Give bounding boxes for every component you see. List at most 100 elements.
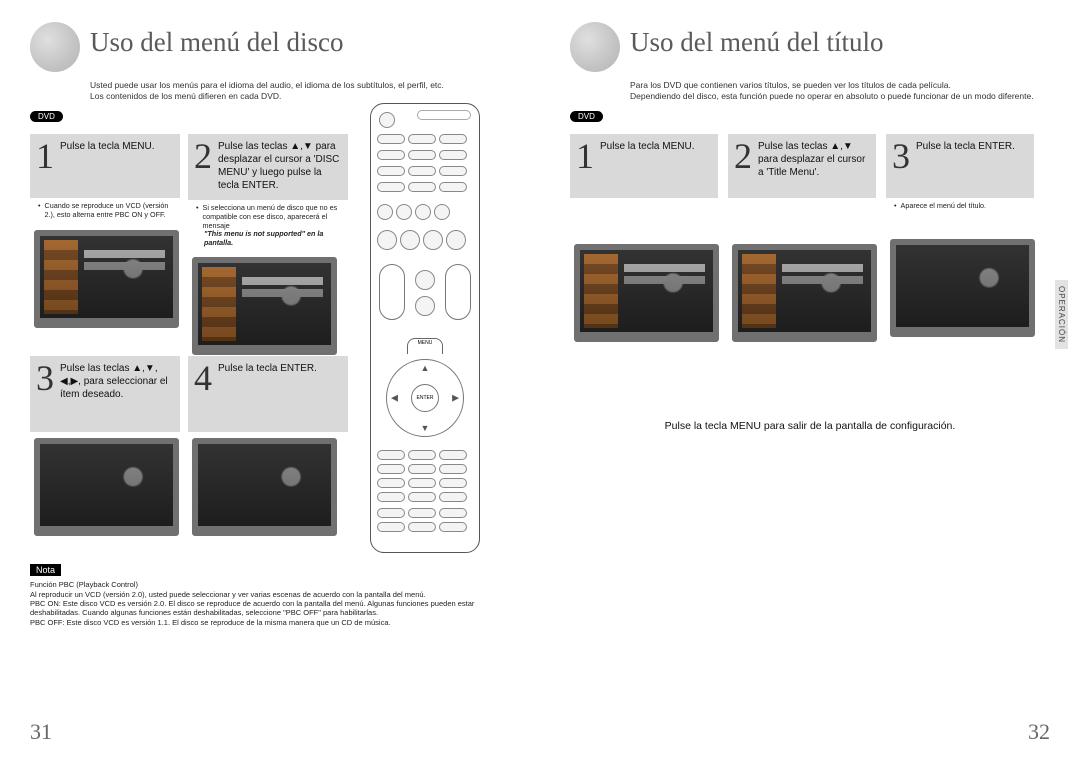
footnote-line: Al reproducir un VCD (versión 2.0), uste… [30, 590, 510, 599]
step-text: Pulse la tecla MENU. [60, 140, 154, 153]
arrow-down-icon: ▼ [421, 423, 430, 433]
steps: 1 Pulse la tecla MENU. Cuando se reprodu… [30, 128, 510, 558]
remote-button [408, 508, 436, 518]
num-button [408, 464, 436, 474]
step-number: 3 [892, 140, 910, 172]
tv-thumbnail [732, 244, 877, 342]
step-text: Pulse la tecla ENTER. [218, 362, 317, 375]
remote-button [377, 134, 405, 144]
step-number: 3 [36, 362, 54, 394]
footnote-line: PBC ON: Este disco VCD es versión 2.0. E… [30, 599, 510, 618]
arrow-left-icon: ◀ [391, 393, 398, 404]
remote-button [408, 166, 436, 176]
num-button [377, 464, 405, 474]
remote-button [408, 522, 436, 532]
page-31: Uso del menú del disco Usted puede usar … [0, 0, 540, 763]
step-1: 1 Pulse la tecla MENU. Cuando se reprodu… [30, 134, 180, 327]
remote-button [415, 270, 435, 290]
remote-button [377, 204, 393, 220]
num-button [408, 478, 436, 488]
intro-line: Para los DVD que contienen varios título… [630, 80, 1050, 91]
remote-button [439, 150, 467, 160]
tv-thumbnail [34, 438, 179, 536]
step-text: Pulse las teclas ▲,▼ para desplazar el c… [758, 140, 868, 179]
remote-button [439, 182, 467, 192]
tv-thumbnail [890, 239, 1035, 337]
page-title: Uso del menú del disco [90, 28, 343, 56]
tv-thumbnail [192, 438, 337, 536]
intro-line: Usted puede usar los menús para el idiom… [90, 80, 510, 91]
volume-rocker [379, 264, 405, 320]
step-3: 3 Pulse las teclas ▲,▼, ◀,▶, para selecc… [30, 356, 180, 536]
step-1: 1 Pulse la tecla MENU. [570, 134, 718, 342]
remote-button [434, 204, 450, 220]
step-number: 4 [194, 362, 212, 394]
arrow-right-icon: ▶ [452, 393, 459, 404]
remote-button [400, 230, 420, 250]
remote-button [439, 134, 467, 144]
step-note: Aparece el menú del título. [886, 198, 1034, 215]
remote-button [423, 230, 443, 250]
tv-thumbnail [574, 244, 719, 342]
page-32: Uso del menú del título Para los DVD que… [540, 0, 1080, 763]
intro-line: Los contenidos de los menú difieren en c… [90, 91, 510, 102]
remote-button [377, 522, 405, 532]
exit-note: Pulse la tecla MENU para salir de la pan… [540, 420, 1080, 432]
source-switch [417, 110, 471, 120]
remote-button [408, 134, 436, 144]
num-button [439, 492, 467, 502]
menu-button: MENU [407, 338, 443, 354]
remote-button [377, 230, 397, 250]
remote-button [439, 522, 467, 532]
remote-button [415, 296, 435, 316]
globe-icon [30, 22, 80, 72]
footnote-line: PBC OFF: Este disco VCD es versión 1.1. … [30, 618, 510, 627]
footnote-title: Función PBC (Playback Control) [30, 580, 510, 589]
globe-icon [570, 22, 620, 72]
remote-button [439, 508, 467, 518]
remote-button [446, 230, 466, 250]
tv-thumbnail [34, 230, 179, 328]
page-title: Uso del menú del título [630, 28, 883, 56]
header: Uso del menú del disco [30, 28, 510, 72]
step-3: 3 Pulse la tecla ENTER. Aparece el menú … [886, 134, 1034, 337]
step-text: Pulse la tecla ENTER. [916, 140, 1015, 153]
num-button [377, 478, 405, 488]
num-button [439, 450, 467, 460]
step-4: 4 Pulse la tecla ENTER. [188, 356, 348, 536]
remote-button [415, 204, 431, 220]
section-tab: OPERACIÓN [1055, 280, 1068, 349]
page-number: 32 [1028, 719, 1050, 745]
num-button [439, 464, 467, 474]
num-button [439, 478, 467, 488]
nota-badge: Nota [30, 564, 61, 576]
remote-button [439, 166, 467, 176]
tv-thumbnail [192, 257, 337, 355]
dvd-badge: DVD [30, 111, 63, 122]
enter-button: ENTER [411, 384, 439, 412]
intro-text: Para los DVD que contienen varios título… [630, 80, 1050, 101]
step-2: 2 Pulse las teclas ▲,▼ para desplazar el… [728, 134, 876, 342]
step-number: 1 [576, 140, 594, 172]
remote-control: MENU ENTER ▲ ▼ ◀ ▶ [370, 103, 480, 553]
step-2: 2 Pulse las teclas ▲,▼ para desplazar el… [188, 134, 348, 355]
channel-rocker [445, 264, 471, 320]
num-button [408, 492, 436, 502]
remote-button [408, 150, 436, 160]
footnotes: Nota Función PBC (Playback Control) Al r… [30, 564, 510, 627]
remote-button [408, 182, 436, 192]
num-button [377, 492, 405, 502]
remote-button [396, 204, 412, 220]
step-note: Cuando se reproduce un VCD (versión 2.),… [30, 198, 180, 223]
intro-line: Dependiendo del disco, esta función pued… [630, 91, 1050, 102]
dvd-badge: DVD [570, 111, 603, 122]
dpad: ENTER ▲ ▼ ◀ ▶ [386, 359, 464, 437]
remote-button [377, 508, 405, 518]
step-text: Pulse las teclas ▲,▼ para desplazar el c… [218, 140, 340, 192]
remote-button [377, 150, 405, 160]
arrow-up-icon: ▲ [421, 363, 430, 373]
num-button [377, 450, 405, 460]
step-number: 1 [36, 140, 54, 172]
step-number: 2 [194, 140, 212, 172]
steps: 1 Pulse la tecla MENU. 2 Pulse las tecla… [570, 128, 1050, 388]
